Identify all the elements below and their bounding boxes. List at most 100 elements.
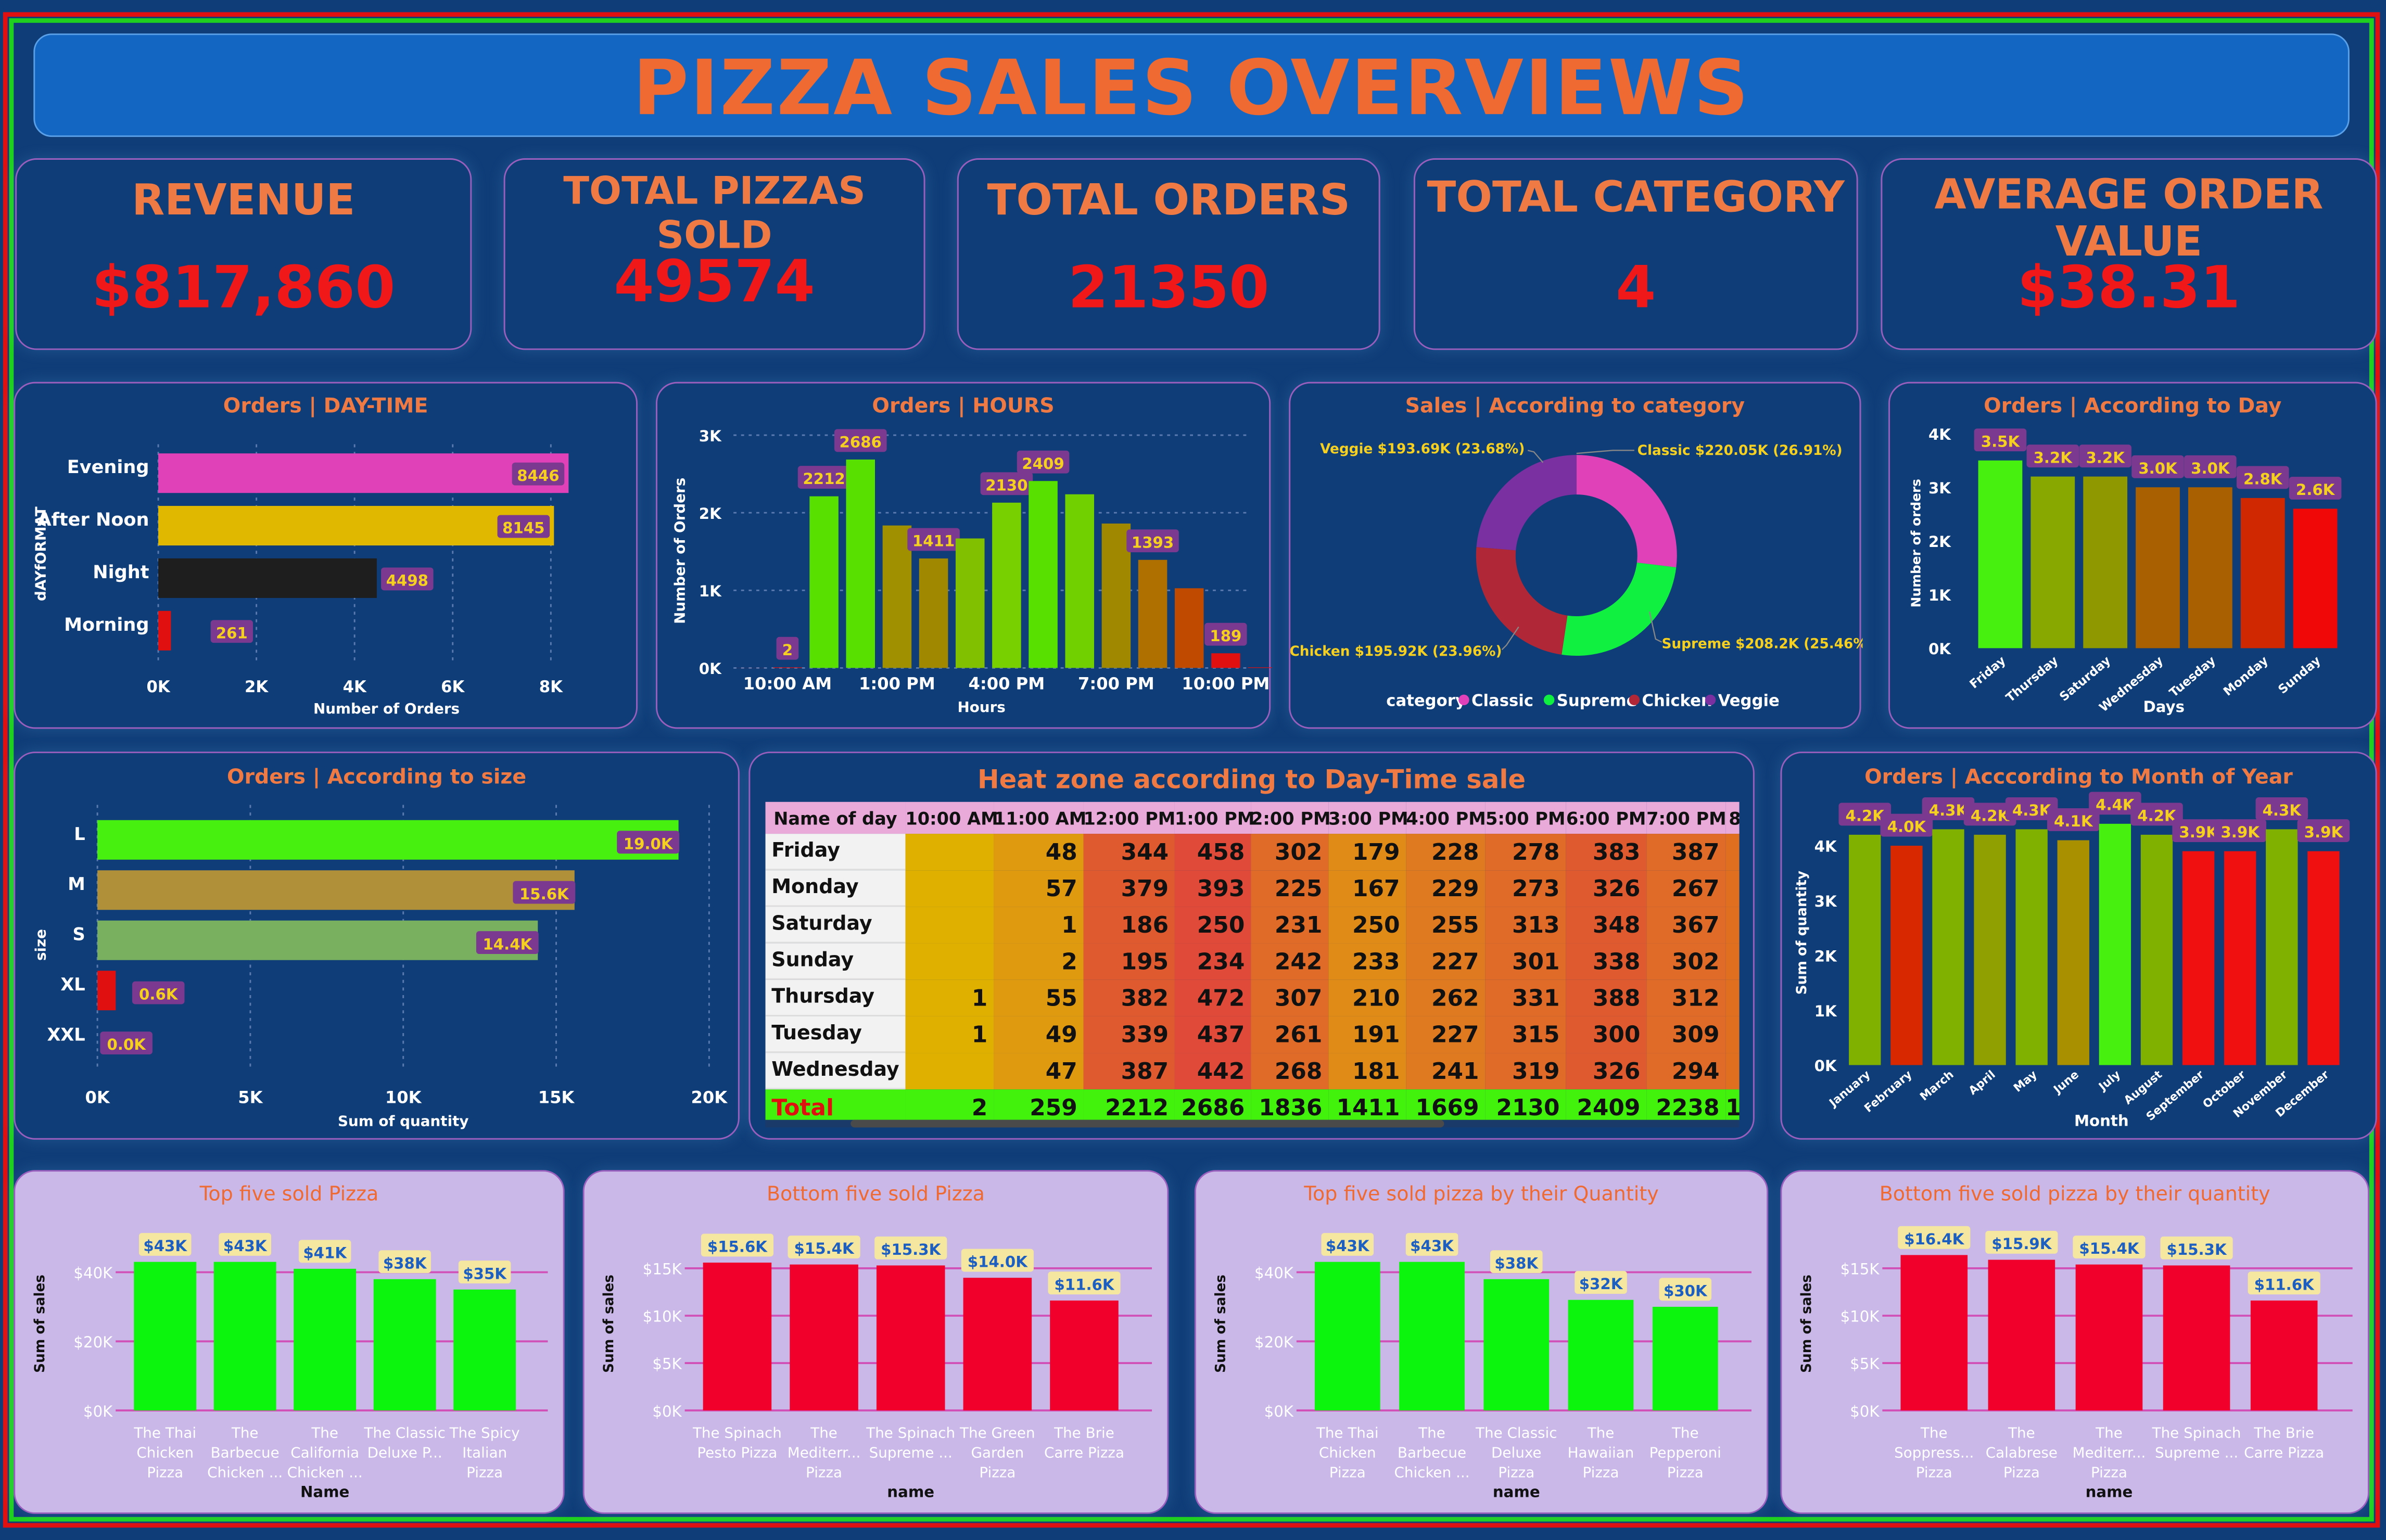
heatmap-column-header[interactable]: 11:00 AM [993, 801, 1086, 834]
heatmap-cell: 442 [1174, 1052, 1251, 1089]
bar [2030, 476, 2075, 648]
heatmap-cell: 2 [1725, 979, 1740, 1016]
x-tick-label: Pizza [806, 1464, 842, 1481]
data-label: $16.4K [1904, 1230, 1964, 1248]
x-tick-label: Pizza [1667, 1464, 1704, 1481]
data-label: 2.6K [2296, 481, 2336, 499]
y-category-label: L [74, 824, 85, 844]
bar [1101, 523, 1131, 668]
x-tick-label: Mediterr... [2073, 1444, 2146, 1461]
data-label: 261 [216, 624, 248, 642]
kpi-total-category[interactable]: TOTAL CATEGORY 4 [1413, 158, 1858, 350]
chart-card-byday[interactable]: Orders | According to Day 0K 1K 2K 3K 4K 3.5K… [1888, 381, 2377, 729]
heatmap-cell: 302 [1251, 834, 1329, 870]
heatmap-column-header[interactable]: 12:00 PM [1083, 801, 1175, 834]
y-tick-label: 2K [1814, 947, 1837, 965]
heatmap-column-header[interactable]: 8:0 [1725, 801, 1740, 834]
x-tick-label: The Classic [363, 1424, 446, 1442]
chart-card-top5[interactable]: Top five sold Pizza $0K $20K $40K $43K The T… [14, 1170, 565, 1514]
data-label: $15.4K [2079, 1240, 2139, 1257]
data-label-bg [458, 1261, 511, 1284]
heatmap-column-header[interactable]: 5:00 PM [1485, 801, 1566, 834]
heatmap-column-header[interactable]: 4:00 PM [1406, 801, 1486, 834]
y-category-label: XL [60, 974, 85, 995]
heatmap-scrollbar-track[interactable] [765, 1119, 1740, 1128]
heatmap-cell: 186 [1083, 906, 1175, 943]
bar [2163, 1265, 2230, 1411]
chart-daytime: 0K 2K 4K 6K 8K Evening 8446 After Noon 8145 Night… [32, 444, 569, 717]
x-tick-label: Tuesday [2166, 653, 2218, 700]
kpi-total-orders-label: TOTAL ORDERS [987, 175, 1350, 225]
heatmap-cell: 210 [1328, 979, 1406, 1016]
x-tick-label: Garden [971, 1444, 1024, 1461]
x-tick-label: Supreme ... [2155, 1444, 2238, 1461]
chart-title: Orders | Acccording to Month of Year [1864, 765, 2293, 790]
heatmap-cell: 2212 [1083, 1088, 1175, 1122]
data-label: $15.6K [707, 1238, 768, 1256]
data-label: $15.4K [794, 1240, 855, 1257]
heatmap-table-viewport[interactable]: Name of day 10:00 AM 11:00 AM 12:00 PM 1:00 … [765, 801, 1740, 1122]
chart-card-size[interactable]: Orders | According to size 0K 5K 10K 15K 20K… [14, 752, 740, 1140]
y-category-label: M [68, 874, 85, 894]
data-label: 3.9K [2220, 823, 2260, 841]
x-tick-label: The Spinach [692, 1424, 782, 1442]
data-label-bg [1838, 803, 1892, 826]
bar [790, 1264, 858, 1411]
heatmap-column-header[interactable]: 10:00 AM [905, 801, 998, 834]
bar [1399, 1262, 1465, 1411]
bar [1065, 494, 1094, 668]
data-label-bg [1204, 622, 1247, 646]
data-label-bg [1017, 450, 1070, 474]
data-label: $43K [1410, 1237, 1454, 1255]
heatmap-scrollbar-thumb[interactable] [851, 1119, 1444, 1128]
chart-card-hours[interactable]: Orders | HOURS 0K 1K 2K 3K 2 2212 2686 1411 2130… [656, 381, 1273, 729]
data-label: 4.0K [1887, 818, 1927, 836]
chart-card-category[interactable]: Sales | According to category Classic $2… [1289, 381, 1862, 729]
y-tick-label: 3K [699, 427, 722, 445]
chart-card-month[interactable]: Orders | Acccording to Month of Year 0K 1… [1780, 752, 2377, 1140]
chart-card-bottom5[interactable]: Bottom five sold Pizza $0K $5K $10K $15K $15… [582, 1170, 1169, 1514]
heatmap-cell: 2686 [1174, 1088, 1251, 1122]
kpi-total-orders[interactable]: TOTAL ORDERS 21350 [957, 158, 1380, 350]
bar [2075, 1264, 2143, 1411]
chart-card-daytime[interactable]: Orders | DAY-TIME 0K 2K 4K 6K 8K Evening 8446 A… [14, 381, 638, 729]
data-label: $43K [223, 1237, 268, 1255]
data-label: 3.0K [2191, 460, 2230, 477]
x-tick-label: Pizza [2091, 1464, 2127, 1481]
y-category-label: After Noon [37, 509, 149, 530]
data-label-bg [980, 472, 1033, 495]
y-axis-label: Sum of sales [32, 1275, 48, 1373]
y-category-label: Night [93, 562, 149, 583]
heatmap-column-header[interactable]: 1:00 PM [1174, 801, 1254, 834]
chart-card-bottom5qty[interactable]: Bottom five sold pizza by their quantity… [1780, 1170, 2369, 1514]
heatmap-row-label: Wednesday [765, 1052, 906, 1090]
heatmap-total-row: Total 2 259 2212 2686 1836 1411 1669 2130 2409 223… [765, 1088, 1740, 1122]
y-tick-label: $20K [1254, 1333, 1294, 1351]
y-tick-label: 0K [1928, 640, 1951, 658]
heatmap-cell: 319 [1485, 1052, 1566, 1089]
heatmap-cell: 1 [905, 1015, 994, 1052]
kpi-revenue[interactable]: REVENUE $817,860 [15, 158, 472, 350]
x-axis-label: Sum of quantity [338, 1112, 469, 1129]
data-label: $32K [1579, 1275, 1623, 1293]
heatmap-column-header[interactable]: 2:00 PM [1251, 801, 1330, 834]
kpi-average-order-value[interactable]: AVERAGE ORDER VALUE $38.31 [1881, 158, 2377, 350]
x-tick-label: 10:00 PM [1182, 673, 1270, 693]
heatmap-cell: 2 [1725, 869, 1740, 906]
heatmap-cell: 393 [1174, 869, 1251, 906]
chart-card-top5qty[interactable]: Top five sold pizza by their Quantity $0… [1194, 1170, 1769, 1514]
data-label-bg [298, 1240, 351, 1263]
data-label-bg [1405, 1233, 1458, 1256]
data-label-bg [1880, 813, 1933, 837]
data-label-bg [1974, 428, 2027, 452]
heatmap-column-header[interactable]: 3:00 PM [1328, 801, 1408, 834]
data-label-bg [701, 1233, 774, 1257]
kpi-total-pizzas-sold[interactable]: TOTAL PIZZAS SOLD 49574 [503, 158, 925, 350]
y-tick-label: 3K [1928, 479, 1951, 497]
heatmap-column-header[interactable]: Name of day [765, 801, 906, 834]
bar [963, 1278, 1032, 1411]
heatmap-column-header[interactable]: 6:00 PM [1566, 801, 1647, 834]
y-axis-label: Sum of sales [1213, 1275, 1228, 1373]
heatmap-column-header[interactable]: 7:00 PM [1646, 801, 1727, 834]
outer-frame [3, 12, 2380, 1528]
